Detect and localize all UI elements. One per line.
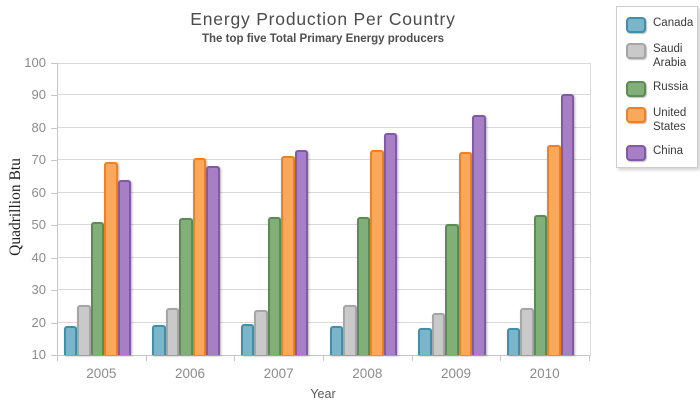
bar-saudi-arabia-2010[interactable] [520, 307, 534, 355]
bar-russia-2010[interactable] [533, 214, 548, 355]
legend: Canada Saudi Arabia Russia United States Chi… [616, 6, 698, 168]
bar-china-2010[interactable] [560, 93, 575, 355]
legend-label: China [653, 144, 684, 157]
bar-united-states-2006[interactable] [192, 157, 207, 355]
bar-china-2007[interactable] [294, 149, 309, 355]
legend-swatch-united-states [626, 106, 646, 123]
x-tick-label-2005: 2005 [86, 366, 117, 381]
bar-canada-2007[interactable] [240, 323, 255, 355]
y-tick-label-40: 40 [31, 249, 46, 265]
y-tick-label-50: 50 [31, 217, 46, 233]
legend-item-united-states[interactable]: United States [626, 106, 691, 135]
gridline-30 [58, 289, 590, 291]
gridline-80 [58, 126, 590, 128]
gridline-50 [58, 224, 590, 226]
legend-item-russia[interactable]: Russia [626, 80, 691, 97]
bar-china-2008[interactable] [383, 133, 397, 355]
y-tick-mark [51, 192, 57, 194]
bar-russia-2006[interactable] [179, 218, 193, 355]
bar-russia-2008[interactable] [356, 217, 370, 355]
bar-united-states-2009[interactable] [458, 151, 473, 355]
gridline-20 [58, 321, 590, 323]
x-tick-mark [323, 356, 324, 361]
chart-subtitle: The top five Total Primary Energy produc… [202, 33, 444, 45]
legend-label: United States [653, 106, 687, 134]
x-tick-label-2006: 2006 [174, 366, 206, 381]
gridline-60 [58, 191, 590, 193]
x-tick-label-2009: 2009 [440, 366, 472, 381]
y-tick-label-30: 30 [31, 282, 46, 298]
x-tick-mark [500, 356, 502, 361]
bar-saudi-arabia-2005[interactable] [77, 305, 91, 355]
bar-canada-2005[interactable] [63, 325, 77, 355]
legend-label: Canada [653, 17, 694, 29]
legend-item-canada[interactable]: Canada [626, 16, 694, 33]
y-tick-mark [51, 160, 57, 162]
bar-saudi-arabia-2009[interactable] [431, 313, 446, 355]
bar-russia-2007[interactable] [267, 216, 282, 355]
y-tick-label-20: 20 [31, 314, 46, 330]
x-tick-mark [234, 356, 236, 361]
bar-russia-2009[interactable] [445, 223, 459, 355]
x-tick-label-2010: 2010 [529, 366, 560, 381]
bar-china-2005[interactable] [117, 180, 131, 355]
x-tick-mark [589, 356, 590, 361]
y-tick-mark [51, 95, 57, 97]
y-tick-mark [51, 257, 57, 259]
legend-swatch-china [626, 144, 646, 161]
bar-saudi-arabia-2006[interactable] [165, 307, 180, 355]
y-tick-mark [51, 63, 57, 64]
y-tick-mark [51, 127, 57, 129]
legend-label: Saudi Arabia [653, 43, 687, 70]
y-tick-mark [51, 290, 57, 292]
bar-united-states-2007[interactable] [281, 156, 295, 355]
bar-canada-2008[interactable] [329, 325, 343, 355]
bar-united-states-2008[interactable] [370, 150, 384, 355]
gridline-100 [58, 63, 590, 64]
legend-swatch-russia [626, 80, 646, 97]
legend-swatch-saudi-arabia [626, 43, 646, 59]
bar-united-states-2005[interactable] [104, 162, 118, 355]
bar-saudi-arabia-2008[interactable] [343, 305, 357, 355]
y-tick-label-70: 70 [31, 152, 46, 168]
bar-russia-2005[interactable] [90, 221, 104, 355]
x-tick-label-2008: 2008 [352, 366, 383, 381]
chart-title: Energy Production Per Country [190, 9, 456, 29]
x-axis-title: Year [310, 387, 336, 401]
x-tick-mark [57, 356, 58, 361]
y-tick-label-90: 90 [31, 87, 46, 103]
x-tick-mark [145, 356, 147, 361]
x-tick-label-2007: 2007 [263, 366, 294, 381]
bar-canada-2009[interactable] [418, 328, 432, 355]
y-tick-mark [51, 322, 57, 324]
bar-china-2009[interactable] [472, 114, 486, 355]
bar-canada-2010[interactable] [506, 328, 521, 355]
bar-united-states-2010[interactable] [547, 144, 561, 355]
legend-item-saudi-arabia[interactable]: Saudi Arabia [626, 42, 691, 71]
gridline-70 [58, 159, 590, 161]
bar-china-2006[interactable] [206, 166, 220, 355]
plot-area [57, 63, 591, 356]
gridline-40 [58, 256, 590, 258]
y-tick-label-60: 60 [31, 184, 46, 200]
legend-item-china[interactable]: China [626, 144, 691, 161]
y-tick-mark [51, 225, 57, 227]
legend-swatch-canada [626, 17, 646, 33]
y-tick-label-100: 100 [24, 55, 46, 70]
y-tick-label-10: 10 [31, 347, 46, 362]
bar-canada-2006[interactable] [152, 324, 166, 355]
bar-saudi-arabia-2007[interactable] [254, 310, 268, 355]
legend-label: Russia [653, 80, 689, 93]
gridline-90 [58, 94, 590, 96]
x-tick-mark [411, 356, 413, 361]
y-tick-mark [51, 355, 57, 356]
y-tick-label-80: 80 [31, 119, 46, 135]
